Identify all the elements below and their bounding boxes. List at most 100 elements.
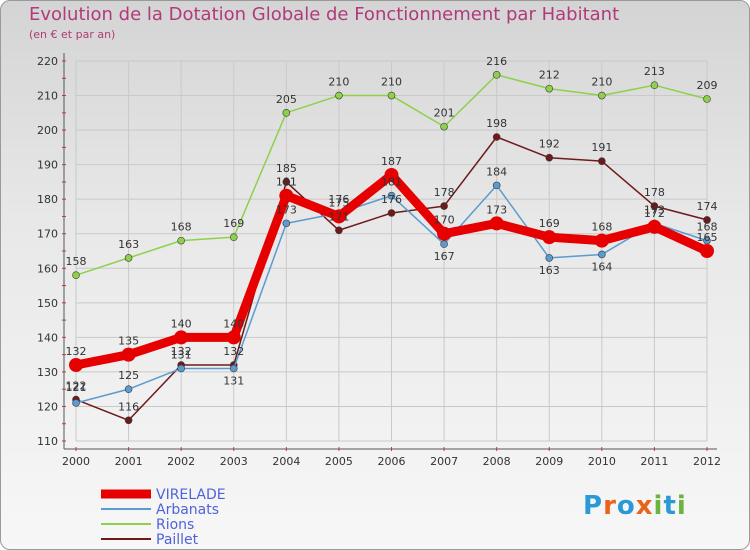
axis-layer: 110 120 130 140 150 160 170 180 190 200 210 220 2000… bbox=[37, 53, 721, 468]
data-label-paillet: 116 bbox=[118, 400, 139, 413]
data-label-arbanats: 121 bbox=[66, 381, 87, 394]
data-label-virelade: 172 bbox=[644, 207, 665, 220]
data-label-virelade: 135 bbox=[118, 335, 139, 348]
x-tick-label: 2011 bbox=[640, 455, 668, 468]
data-point-rions bbox=[72, 271, 80, 279]
chart-title: Evolution de la Dotation Globale de Fonc… bbox=[29, 4, 620, 25]
data-label-paillet: 185 bbox=[276, 162, 297, 175]
data-point-rions bbox=[335, 91, 343, 100]
data-point-virelade bbox=[542, 230, 557, 245]
data-label-paillet: 178 bbox=[644, 186, 665, 199]
data-point-paillet bbox=[598, 157, 606, 165]
data-label-arbanats: 131 bbox=[171, 348, 192, 361]
data-label-rions: 216 bbox=[486, 55, 507, 68]
data-point-paillet bbox=[703, 216, 711, 224]
x-tick-label: 2010 bbox=[588, 455, 616, 468]
data-label-rions: 158 bbox=[66, 255, 87, 268]
chart-subtitle: (en € et par an) bbox=[29, 28, 116, 41]
series-layer bbox=[69, 71, 714, 425]
x-tick-label: 2004 bbox=[272, 455, 300, 468]
y-tick-label: 120 bbox=[37, 400, 58, 413]
data-point-virelade bbox=[384, 168, 399, 182]
data-point-arbanats bbox=[229, 364, 238, 373]
data-point-paillet bbox=[282, 178, 291, 186]
data-label-virelade: 181 bbox=[276, 176, 297, 189]
data-point-paillet bbox=[492, 133, 501, 141]
data-label-rions: 213 bbox=[644, 65, 665, 78]
data-label-rions: 201 bbox=[434, 107, 455, 120]
y-tick-label: 160 bbox=[37, 262, 58, 275]
data-point-rions bbox=[492, 71, 501, 79]
data-point-arbanats bbox=[492, 181, 501, 190]
data-point-paillet bbox=[440, 202, 448, 210]
data-point-virelade bbox=[331, 209, 346, 224]
x-tick-label: 2012 bbox=[693, 455, 721, 468]
y-tick-label: 210 bbox=[37, 90, 58, 103]
data-point-arbanats bbox=[282, 219, 291, 228]
data-point-virelade bbox=[700, 244, 714, 258]
data-point-virelade bbox=[174, 330, 189, 345]
logo-letter: x bbox=[635, 491, 654, 521]
y-tick-label: 110 bbox=[37, 435, 58, 448]
proxiti-logo: Proxiti bbox=[583, 491, 687, 521]
x-tick-label: 2005 bbox=[325, 455, 353, 468]
data-point-rions bbox=[650, 81, 659, 89]
y-tick-label: 200 bbox=[37, 124, 58, 137]
y-tick-label: 140 bbox=[37, 331, 58, 344]
logo-letter: P bbox=[583, 491, 604, 521]
data-label-virelade: 168 bbox=[591, 221, 612, 234]
x-tick-label: 2002 bbox=[167, 455, 195, 468]
data-label-virelade: 140 bbox=[223, 317, 244, 330]
data-point-rions bbox=[282, 109, 291, 117]
data-label-virelade: 140 bbox=[171, 317, 192, 330]
data-point-rions bbox=[229, 233, 238, 241]
data-point-virelade bbox=[279, 188, 294, 203]
legend-label-arbanats: Arbanats bbox=[156, 502, 219, 518]
data-label-paillet: 132 bbox=[223, 345, 244, 358]
data-point-rions bbox=[703, 95, 711, 103]
data-point-arbanats bbox=[387, 191, 396, 200]
data-label-rions: 210 bbox=[591, 76, 612, 89]
data-label-rions: 163 bbox=[118, 238, 139, 251]
data-label-virelade: 169 bbox=[539, 217, 560, 230]
data-label-arbanats: 176 bbox=[328, 193, 349, 206]
x-tick-label: 2006 bbox=[378, 455, 406, 468]
data-point-arbanats bbox=[177, 364, 185, 373]
data-point-rions bbox=[177, 236, 185, 245]
data-label-rions: 210 bbox=[328, 76, 349, 89]
data-point-virelade bbox=[437, 226, 452, 241]
data-label-arbanats: 164 bbox=[591, 260, 612, 273]
data-point-rions bbox=[545, 84, 554, 93]
logo-letter: i bbox=[676, 491, 687, 521]
data-label-virelade: 165 bbox=[697, 231, 718, 244]
data-point-virelade bbox=[647, 219, 662, 234]
data-label-virelade: 175 bbox=[328, 196, 349, 209]
data-label-paillet: 132 bbox=[171, 345, 192, 358]
data-label-rions: 169 bbox=[223, 217, 244, 230]
data-label-paillet: 122 bbox=[66, 380, 87, 393]
data-point-virelade bbox=[121, 347, 136, 362]
data-label-paillet: 176 bbox=[381, 193, 402, 206]
logo-letter: i bbox=[653, 491, 664, 521]
data-label-arbanats: 167 bbox=[434, 250, 455, 263]
y-tick-label: 170 bbox=[37, 228, 58, 241]
data-label-virelade: 170 bbox=[434, 214, 455, 227]
data-label-arbanats: 173 bbox=[644, 203, 665, 216]
y-tick-label: 180 bbox=[37, 193, 58, 206]
data-point-virelade bbox=[69, 358, 83, 372]
y-tick-label: 190 bbox=[37, 159, 58, 172]
data-point-virelade bbox=[489, 216, 504, 231]
data-point-arbanats bbox=[440, 240, 448, 248]
data-label-paillet: 192 bbox=[539, 138, 560, 151]
data-label-rions: 210 bbox=[381, 76, 402, 89]
x-tick-label: 2008 bbox=[483, 455, 511, 468]
data-label-arbanats: 173 bbox=[276, 203, 297, 216]
x-tick-label: 2000 bbox=[62, 455, 90, 468]
logo-letter: r bbox=[603, 491, 617, 521]
legend-label-virelade: VIRELADE bbox=[156, 487, 226, 503]
data-label-paillet: 178 bbox=[434, 186, 455, 199]
